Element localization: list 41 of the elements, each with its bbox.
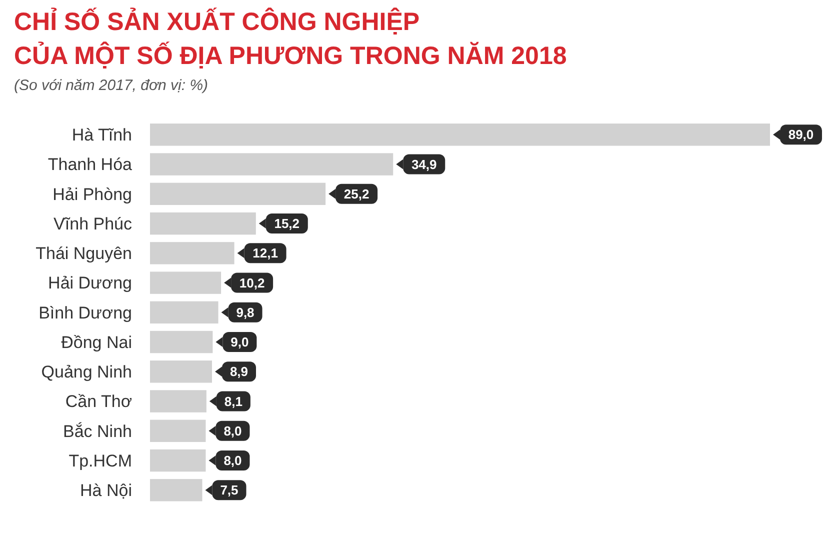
y-tick-label: Hải Phòng bbox=[52, 184, 132, 204]
y-tick-label: Thái Nguyên bbox=[36, 244, 132, 264]
bar bbox=[150, 330, 213, 354]
data-label: 8,0 bbox=[224, 453, 242, 468]
y-tick-label: Bình Dương bbox=[38, 303, 132, 322]
data-label: 9,0 bbox=[230, 334, 249, 350]
y-tick-label: Tp.HCM bbox=[68, 451, 132, 470]
data-label: 10,2 bbox=[239, 275, 265, 290]
chart-subtitle: (So với năm 2017, đơn vị: %) bbox=[14, 77, 208, 94]
y-tick-label: Quảng Ninh bbox=[41, 362, 132, 382]
data-label: 12,1 bbox=[252, 246, 278, 261]
y-tick-label: Hà Tĩnh bbox=[72, 126, 132, 145]
y-tick-label: Hải Dương bbox=[48, 274, 132, 293]
y-tick-label: Đồng Nai bbox=[61, 332, 132, 352]
bar bbox=[150, 242, 234, 264]
bar bbox=[150, 360, 212, 383]
data-label: 15,2 bbox=[274, 216, 300, 232]
data-label: 8,1 bbox=[224, 394, 242, 409]
bar bbox=[150, 212, 256, 235]
data-label: 89,0 bbox=[788, 127, 814, 142]
data-label: 9,8 bbox=[236, 304, 254, 320]
data-label: 25,2 bbox=[344, 186, 370, 202]
data-label: 34,9 bbox=[411, 156, 437, 172]
bar bbox=[150, 124, 770, 146]
bar bbox=[150, 301, 218, 324]
bar bbox=[150, 420, 206, 442]
y-tick-label: Bắc Ninh bbox=[63, 422, 132, 441]
y-tick-label: Hà Nội bbox=[80, 481, 132, 500]
chart-title: CHỈ SỐ SẢN XUẤT CÔNG NGHIỆP CỦA MỘT SỐ ĐỊA PHƯƠNG TRONG NĂM 2018 bbox=[14, 7, 567, 70]
data-label: 7,5 bbox=[220, 482, 238, 498]
bar bbox=[150, 390, 206, 412]
bar bbox=[150, 182, 326, 206]
bar bbox=[150, 153, 394, 176]
y-tick-label: Vĩnh Phúc bbox=[54, 214, 132, 234]
bar bbox=[150, 479, 202, 502]
bar bbox=[150, 272, 222, 294]
data-label: 8,9 bbox=[230, 364, 248, 380]
y-tick-label: Cần Thơ bbox=[65, 392, 132, 412]
y-tick-label: Thanh Hóa bbox=[48, 155, 133, 174]
data-label: 8,0 bbox=[224, 423, 242, 438]
bar bbox=[150, 449, 206, 472]
